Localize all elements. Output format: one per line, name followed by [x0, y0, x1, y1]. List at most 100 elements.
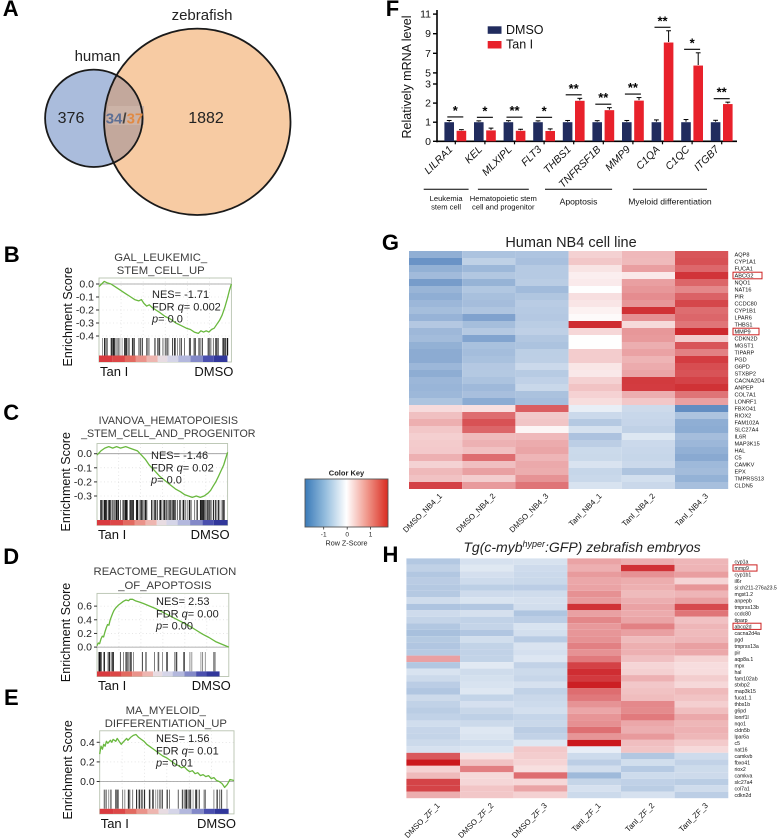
svg-text:riox2: riox2 — [735, 767, 746, 773]
svg-text:7: 7 — [425, 48, 431, 60]
svg-text:CACNA2D4: CACNA2D4 — [735, 379, 765, 385]
svg-text:**: ** — [509, 103, 520, 118]
svg-text:MAP3K15: MAP3K15 — [735, 442, 760, 448]
svg-text:DMSO: DMSO — [194, 364, 233, 379]
svg-text:il6r: il6r — [735, 579, 742, 585]
svg-text:*: * — [453, 103, 459, 118]
svg-text:IVANOVA_HEMATOPOIESIS: IVANOVA_HEMATOPOIESIS — [99, 415, 238, 427]
svg-text:MA_MYELOID_: MA_MYELOID_ — [126, 705, 207, 717]
svg-text:DMSO: DMSO — [192, 678, 231, 693]
svg-text:0.0: 0.0 — [79, 279, 94, 291]
svg-text:tmprss13b: tmprss13b — [735, 605, 759, 611]
svg-text:PGD: PGD — [735, 358, 747, 364]
svg-text:**: ** — [657, 13, 668, 28]
svg-text:0.0: 0.0 — [77, 642, 92, 654]
svg-text:camkvb: camkvb — [735, 754, 753, 760]
svg-text:MMP9: MMP9 — [735, 330, 751, 336]
svg-text:mgst1.2: mgst1.2 — [735, 592, 754, 598]
svg-text:NES= -1.71: NES= -1.71 — [152, 289, 209, 301]
svg-text:Color Key: Color Key — [329, 469, 365, 478]
svg-text:Myeloid differentiation: Myeloid differentiation — [628, 197, 712, 207]
svg-text:nqo1: nqo1 — [735, 722, 747, 728]
svg-text:FBXO41: FBXO41 — [735, 407, 756, 413]
svg-text:**: ** — [717, 85, 728, 100]
svg-text:NES= -1.46: NES= -1.46 — [151, 450, 208, 462]
svg-text:9: 9 — [425, 28, 431, 40]
svg-text:p= 0.0: p= 0.0 — [150, 475, 182, 487]
svg-text:1882: 1882 — [188, 110, 224, 127]
svg-text:0.6: 0.6 — [77, 601, 92, 613]
svg-text:-0.3: -0.3 — [74, 491, 92, 503]
svg-text:_STEM_CELL_AND_PROGENITOR: _STEM_CELL_AND_PROGENITOR — [80, 428, 256, 440]
svg-text:-0.1: -0.1 — [74, 462, 92, 474]
svg-text:NES= 1.56: NES= 1.56 — [156, 733, 210, 745]
svg-text:3: 3 — [425, 79, 431, 91]
svg-text:5: 5 — [425, 67, 431, 79]
svg-text:0.2: 0.2 — [77, 628, 92, 640]
svg-text:_OF_APOPTOSIS: _OF_APOPTOSIS — [117, 580, 212, 592]
svg-text:Apoptosis: Apoptosis — [560, 197, 598, 207]
svg-text:REACTOME_REGULATION: REACTOME_REGULATION — [94, 566, 237, 578]
svg-text:0: 0 — [425, 136, 431, 148]
svg-text:Tg(c-mybhyper:GFP) zebrafish e: Tg(c-mybhyper:GFP) zebrafish embryos — [463, 539, 700, 555]
svg-text:-0.2: -0.2 — [76, 305, 94, 317]
svg-text:PIR: PIR — [735, 295, 744, 301]
svg-text:stem cell: stem cell — [431, 203, 461, 212]
svg-text:COL7A1: COL7A1 — [735, 393, 756, 399]
svg-text:fam102ab: fam102ab — [735, 676, 758, 682]
svg-text:CAMKV: CAMKV — [735, 463, 755, 469]
svg-text:**: ** — [569, 81, 580, 96]
svg-text:FDR q= 0.01: FDR q= 0.01 — [156, 745, 219, 757]
svg-text:C5: C5 — [735, 456, 742, 462]
svg-text:Relatively mRNA level: Relatively mRNA level — [400, 16, 414, 139]
svg-text:**: ** — [628, 80, 639, 95]
svg-text:TIPARP: TIPARP — [735, 351, 755, 357]
svg-text:Enrichment Score: Enrichment Score — [59, 432, 73, 531]
svg-text:376: 376 — [58, 110, 85, 127]
svg-text:ANPEP: ANPEP — [735, 386, 754, 392]
svg-text:RIOX2: RIOX2 — [735, 414, 752, 420]
svg-text:MGST1: MGST1 — [735, 344, 754, 350]
svg-text:anpepb: anpepb — [735, 599, 752, 605]
svg-text:-0.4: -0.4 — [76, 331, 94, 343]
svg-text:11: 11 — [420, 9, 431, 21]
svg-text:F: F — [386, 0, 399, 21]
svg-text:mmp9: mmp9 — [735, 566, 750, 572]
svg-text:IL6R: IL6R — [735, 435, 747, 441]
svg-text:G: G — [382, 230, 399, 255]
svg-text:cdkn2d: cdkn2d — [735, 793, 752, 799]
svg-text:2: 2 — [425, 98, 431, 110]
svg-text:p= 0.0: p= 0.0 — [151, 314, 183, 326]
svg-text:fuca1.1: fuca1.1 — [735, 696, 752, 702]
svg-text:0.4: 0.4 — [77, 614, 92, 626]
svg-text:NQO1: NQO1 — [735, 281, 751, 287]
svg-text:HAL: HAL — [735, 449, 746, 455]
svg-text:cacna2d4a: cacna2d4a — [735, 631, 760, 637]
svg-text:pir: pir — [735, 650, 741, 656]
svg-text:STXBP2: STXBP2 — [735, 372, 756, 378]
svg-text:ccdc80: ccdc80 — [735, 611, 752, 617]
svg-text:CYP1A1: CYP1A1 — [735, 260, 756, 266]
svg-text:CDKN2D: CDKN2D — [735, 337, 758, 343]
svg-text:ABCG2: ABCG2 — [735, 274, 754, 280]
svg-text:0.4: 0.4 — [80, 737, 95, 749]
svg-text:Leukemia: Leukemia — [430, 194, 464, 203]
svg-text:0.0: 0.0 — [77, 448, 92, 460]
svg-text:tmprss13a: tmprss13a — [735, 644, 759, 650]
svg-text:GAL_LEUKEMIC_: GAL_LEUKEMIC_ — [114, 252, 208, 264]
svg-text:Enrichment Score: Enrichment Score — [61, 267, 75, 366]
svg-text:Tan I: Tan I — [100, 364, 128, 379]
svg-text:-0.3: -0.3 — [76, 318, 94, 330]
svg-text:DMSO: DMSO — [506, 23, 544, 37]
svg-text:FAM102A: FAM102A — [735, 421, 760, 427]
svg-text:FDR q= 0.02: FDR q= 0.02 — [151, 462, 214, 474]
svg-text:thbs1b: thbs1b — [735, 702, 751, 708]
svg-text:B: B — [4, 242, 20, 267]
svg-text:H: H — [383, 542, 399, 567]
svg-text:p= 0.01: p= 0.01 — [155, 758, 193, 770]
svg-text:g6pd: g6pd — [735, 709, 747, 715]
svg-text:Hematopoietic stem: Hematopoietic stem — [470, 194, 537, 203]
svg-text:TMPRSS13: TMPRSS13 — [735, 477, 765, 483]
svg-text:Tan I: Tan I — [98, 678, 126, 693]
svg-text:*: * — [542, 103, 548, 118]
